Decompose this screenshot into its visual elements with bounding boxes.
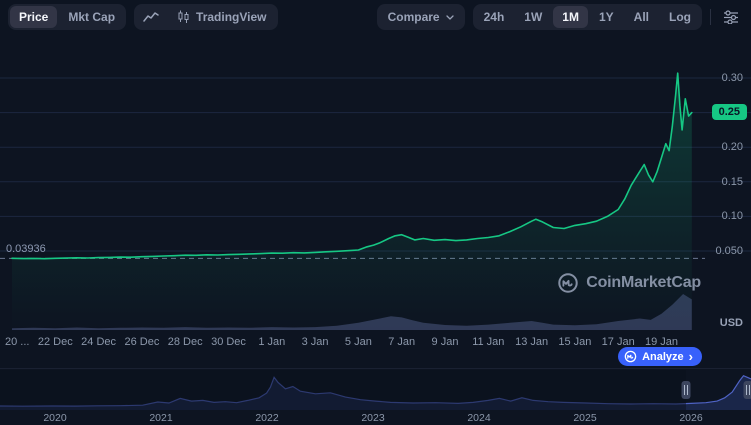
price-line	[11, 72, 693, 260]
coinmarketcap-logo-icon	[558, 273, 578, 293]
watermark-label: CoinMarketCap	[586, 274, 701, 291]
compare-group: Compare	[376, 4, 465, 30]
range-navigator[interactable]: 2020 2021 2022 2023 2024 2025 2026	[0, 368, 751, 425]
price-mktcap-toggle: Price Mkt Cap	[8, 4, 127, 30]
range-button-24h[interactable]: 24h	[475, 6, 514, 28]
start-price-label: 0.03936	[6, 243, 46, 255]
chart-settings-button[interactable]	[719, 8, 743, 26]
chart-type-group: TradingView	[134, 4, 278, 30]
toolbar-left: Price Mkt Cap TradingView	[8, 4, 278, 30]
price-tab[interactable]: Price	[10, 6, 58, 28]
toolbar-divider	[710, 9, 711, 25]
year-tick: 2020	[43, 412, 67, 424]
x-tick: 1 Jan	[258, 336, 286, 348]
navigator-year-axis: 2020 2021 2022 2023 2024 2025 2026	[0, 412, 751, 425]
year-tick: 2021	[149, 412, 173, 424]
x-tick: 5 Jan	[344, 336, 372, 348]
y-tick-0.050: 0.050	[715, 245, 743, 257]
y-tick-0.10: 0.10	[721, 210, 743, 223]
x-tick: 20 ...	[5, 336, 30, 348]
line-chart-type-button[interactable]	[136, 7, 166, 27]
price-area-fill	[12, 73, 692, 330]
x-tick: 15 Jan	[558, 336, 592, 348]
analyze-logo-icon	[624, 350, 637, 363]
candlestick-icon	[178, 10, 189, 23]
x-tick: 3 Jan	[301, 336, 329, 348]
chevron-down-icon	[445, 14, 454, 20]
x-tick: 24 Dec	[81, 336, 117, 348]
year-tick: 2024	[467, 412, 491, 424]
y-tick-0.30: 0.30	[721, 72, 743, 84]
x-tick: 17 Jan	[601, 336, 635, 348]
navigator-mask	[0, 370, 686, 410]
tradingview-label: TradingView	[196, 10, 267, 24]
x-tick: 13 Jan	[515, 336, 549, 348]
x-tick: 30 Dec	[211, 336, 246, 348]
x-tick: 28 Dec	[167, 336, 203, 348]
main-chart-svg	[0, 72, 751, 330]
year-tick: 2025	[573, 412, 597, 424]
x-tick: 9 Jan	[431, 336, 459, 348]
coinmarketcap-watermark: CoinMarketCap	[557, 272, 701, 294]
price-chart[interactable]: 0.03936 0.30 0.20 0.15 0.10 0.050 0.25 USD 2…	[0, 34, 751, 368]
y-tick-0.20: 0.20	[721, 141, 743, 154]
x-tick: 7 Jan	[388, 336, 416, 348]
x-tick: 26 Dec	[124, 336, 160, 348]
navigator-handle-right[interactable]	[743, 381, 751, 399]
compare-button[interactable]: Compare	[379, 6, 463, 28]
analyze-label: Analyze	[642, 350, 684, 363]
range-button-1y[interactable]: 1Y	[590, 6, 623, 28]
navigator-chart-svg	[0, 370, 751, 410]
toolbar-right: Compare 24h 1W 1M 1Y All Log	[376, 4, 743, 30]
year-tick: 2023	[361, 412, 385, 424]
x-tick: 19 Jan	[644, 336, 679, 348]
compare-label: Compare	[387, 10, 440, 24]
range-button-all[interactable]: All	[625, 6, 658, 28]
mktcap-tab[interactable]: Mkt Cap	[59, 6, 124, 28]
year-tick: 2022	[255, 412, 279, 424]
tradingview-button[interactable]: TradingView	[168, 6, 275, 28]
line-chart-icon	[143, 12, 159, 22]
x-tick: 22 Dec	[37, 336, 73, 348]
range-button-log[interactable]: Log	[660, 6, 700, 28]
range-selector: 24h 1W 1M 1Y All Log	[472, 4, 702, 30]
year-tick: 2026	[679, 412, 703, 424]
range-button-1m[interactable]: 1M	[553, 6, 588, 28]
chart-toolbar: Price Mkt Cap TradingView Com	[0, 0, 751, 34]
x-axis: 20 ... 22 Dec 24 Dec 26 Dec 28 Dec 30 Dec 1 Ja…	[0, 336, 751, 350]
analyze-button[interactable]: Analyze ›	[618, 347, 702, 366]
sliders-icon	[724, 10, 738, 24]
y-axis-unit: USD	[719, 317, 743, 329]
range-button-1w[interactable]: 1W	[515, 6, 551, 28]
navigator-handle-left[interactable]	[681, 381, 691, 399]
chevron-right-icon: ›	[688, 348, 693, 364]
y-tick-0.15: 0.15	[721, 175, 743, 188]
current-price-badge: 0.25	[711, 103, 747, 120]
x-tick: 11 Jan	[472, 336, 505, 348]
